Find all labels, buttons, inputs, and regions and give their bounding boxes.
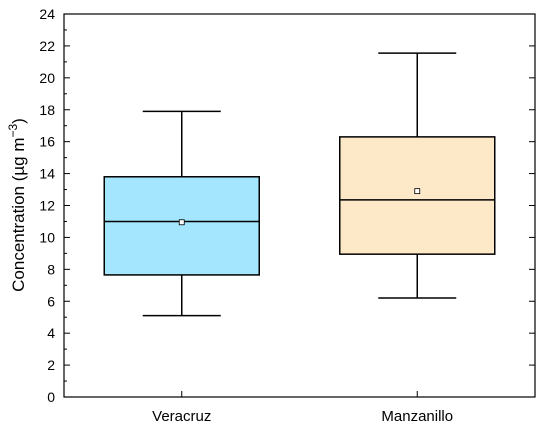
x-tick-label: Manzanillo (381, 408, 453, 425)
box-series (103, 52, 496, 317)
y-tick-label: 0 (47, 389, 55, 405)
y-axis-title-main: Concentration (µg m (9, 137, 28, 291)
y-tick-label: 4 (47, 325, 55, 341)
y-axis-title-close: ) (9, 118, 28, 124)
y-tick-label: 6 (47, 293, 55, 309)
y-tick-label: 18 (39, 102, 55, 118)
y-tick-label: 2 (47, 357, 55, 373)
x-tick-label: Veracruz (152, 408, 211, 425)
y-tick-label: 12 (39, 198, 55, 214)
y-tick-label: 8 (47, 261, 55, 277)
y-tick-label: 22 (39, 38, 55, 54)
x-axis-labels: Veracruz Manzanillo (152, 391, 453, 425)
y-tick-label: 10 (39, 229, 55, 245)
y-tick-label: 24 (39, 6, 55, 22)
y-tick-label: 16 (39, 134, 55, 150)
box-manzanillo (339, 52, 496, 299)
iqr-box (339, 136, 496, 255)
y-axis-title-superscript: −3 (6, 123, 20, 137)
box-veracruz (103, 110, 260, 317)
iqr-box (103, 176, 260, 276)
mean-marker (414, 188, 421, 195)
y-axis-title: Concentration (µg m−3) (6, 118, 28, 292)
y-tick-label: 14 (39, 166, 55, 182)
mean-marker (178, 219, 185, 226)
y-tick-label: 20 (39, 70, 55, 86)
